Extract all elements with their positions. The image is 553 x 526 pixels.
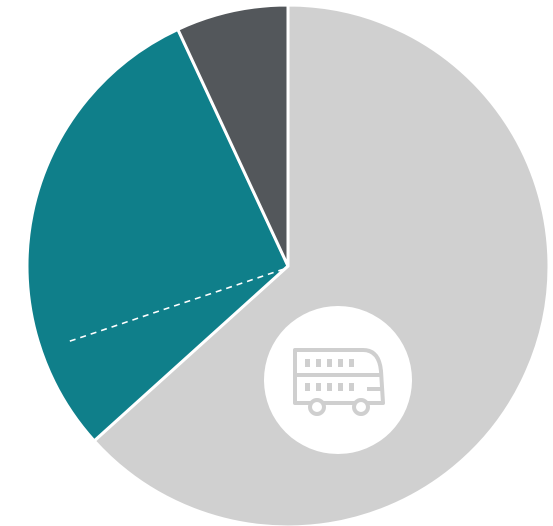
pie-slice-1 xyxy=(92,3,551,526)
badge-circle xyxy=(264,306,412,454)
dashed-guide-line xyxy=(65,268,285,344)
center-badge xyxy=(264,306,412,454)
pie-slice-2 xyxy=(25,27,290,443)
pie-slices xyxy=(25,3,551,526)
double-decker-bus-icon xyxy=(293,348,385,416)
pie-slice-3 xyxy=(176,3,290,268)
